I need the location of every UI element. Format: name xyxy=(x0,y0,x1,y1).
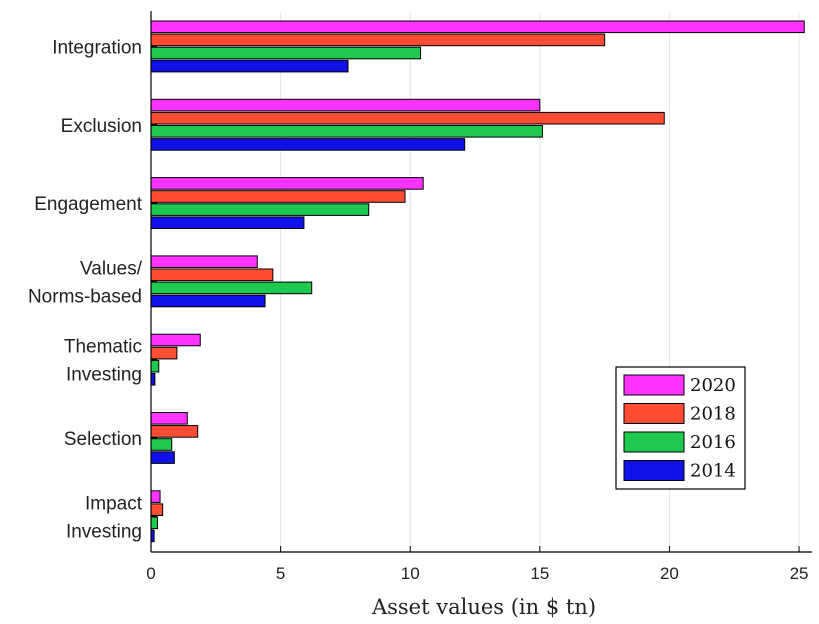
bar-2018 xyxy=(150,425,199,438)
category-labels: Integration Exclusion Engagement Values/Nor… xyxy=(28,37,143,542)
bar-2020 xyxy=(150,20,805,34)
bar-2014 xyxy=(150,138,466,151)
bar-2016 xyxy=(150,125,543,138)
bar-2020 xyxy=(150,177,424,190)
bar-2016 xyxy=(150,46,422,60)
legend-label-2020: 2020 xyxy=(690,375,736,396)
legend-swatch-2016 xyxy=(623,431,685,453)
legend-label-2018: 2018 xyxy=(690,404,736,425)
x-tick-label: 25 xyxy=(790,564,809,583)
bar-2014 xyxy=(150,294,266,308)
legend-swatch-2018 xyxy=(623,403,685,424)
bar-2016 xyxy=(150,438,173,451)
bar-2016 xyxy=(150,516,158,530)
bar-2016 xyxy=(150,359,160,373)
bar-2018 xyxy=(150,33,606,47)
bar-2020 xyxy=(150,255,258,268)
category-label: Investing xyxy=(66,365,142,386)
category-label: Impact xyxy=(85,493,143,514)
bar-2016 xyxy=(150,281,313,295)
category-label: Thematic xyxy=(64,337,142,358)
bar-2018 xyxy=(150,346,178,360)
bar-2020 xyxy=(150,490,161,503)
category-label: Norms-based xyxy=(28,286,142,307)
category-label: Integration xyxy=(52,37,142,58)
bar-2014 xyxy=(150,216,305,229)
x-axis-label: Asset values (in $ tn) xyxy=(371,595,596,619)
bar-2018 xyxy=(150,503,164,516)
bar-2014 xyxy=(150,59,349,73)
legend-label-2016: 2016 xyxy=(690,432,736,453)
bar-2016 xyxy=(150,203,370,216)
x-tick-label: 10 xyxy=(401,564,420,583)
category-label: Exclusion xyxy=(61,116,142,137)
bar-2020 xyxy=(150,333,201,347)
axes xyxy=(150,11,812,553)
bar-2020 xyxy=(150,412,188,425)
category-label: Investing xyxy=(66,521,142,542)
bar-2018 xyxy=(150,190,406,203)
bar-2014 xyxy=(150,451,175,464)
category-label: Engagement xyxy=(34,194,142,215)
category-label: Selection xyxy=(64,429,142,450)
x-tick-label: 15 xyxy=(530,564,549,583)
legend-swatch-2014 xyxy=(623,460,685,481)
legend-label-2014: 2014 xyxy=(690,461,736,482)
bars xyxy=(150,20,805,543)
legend-swatch-2020 xyxy=(623,374,685,396)
bar-2018 xyxy=(150,268,274,282)
x-tick-labels: 0 5 10 15 20 25 xyxy=(146,564,808,583)
x-tick-label: 0 xyxy=(146,564,155,583)
bar-2018 xyxy=(150,111,665,125)
x-tick-label: 5 xyxy=(276,564,285,583)
x-tick-label: 20 xyxy=(660,564,679,583)
bar-2020 xyxy=(150,98,541,112)
legend: 2020 2018 2016 2014 xyxy=(615,366,746,490)
category-label: Values/ xyxy=(80,258,143,279)
